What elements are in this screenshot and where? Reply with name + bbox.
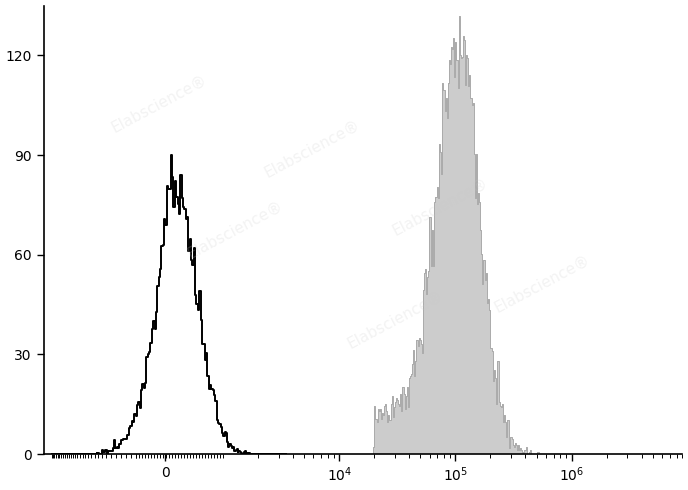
Text: Elabscience®: Elabscience® bbox=[108, 73, 209, 136]
Text: Elabscience®: Elabscience® bbox=[261, 118, 363, 181]
Text: Elabscience®: Elabscience® bbox=[389, 176, 490, 239]
Text: Elabscience®: Elabscience® bbox=[491, 252, 592, 315]
Text: Elabscience®: Elabscience® bbox=[185, 198, 286, 261]
Text: Elabscience®: Elabscience® bbox=[345, 288, 445, 351]
